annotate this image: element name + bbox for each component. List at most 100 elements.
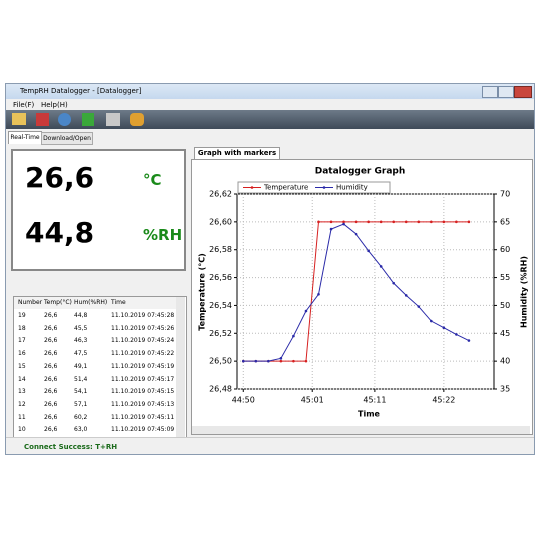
table-row[interactable]: 15 26,6 49,1 11.10.2019 07:45:19 [14, 360, 176, 373]
table-cell: 63,0 [74, 426, 88, 434]
data-point [279, 359, 283, 363]
legend-marker [322, 186, 326, 189]
table-row[interactable]: 17 26,6 46,3 11.10.2019 07:45:24 [14, 335, 176, 348]
table-cell: Temp(°C) [44, 299, 72, 306]
table-cell: 57,1 [74, 400, 88, 408]
data-table: Number Temp(°C) Hum(%RH) Time 19 26,6 44,8 11.1… [13, 296, 187, 438]
table-cell: 11.10.2019 07:45:13 [111, 400, 175, 408]
table-cell: 26,6 [44, 400, 58, 408]
clock-icon[interactable] [58, 113, 71, 126]
table-row[interactable]: 13 26,6 54,1 11.10.2019 07:45:15 [14, 386, 176, 399]
save-icon[interactable] [36, 113, 49, 126]
table-cell: 11 [18, 413, 26, 421]
y-axis-label: Temperature (°C) [198, 253, 207, 331]
table-cell: 11.10.2019 07:45:28 [111, 312, 175, 319]
x-tick-label: 44:50 [232, 396, 255, 405]
data-point [430, 319, 433, 323]
data-point [455, 333, 458, 336]
legend-label: Humidity [336, 184, 368, 192]
data-point [455, 220, 458, 224]
graph-tab[interactable]: Graph with markers [194, 147, 280, 160]
data-point [342, 220, 345, 224]
table-cell: 26,6 [44, 337, 58, 345]
data-point [354, 220, 358, 224]
status-text: Connect Success: T+RH [24, 443, 118, 451]
data-point [367, 220, 370, 224]
y2-tick-label: 45 [500, 329, 510, 338]
table-cell: 51,4 [74, 375, 88, 383]
y2-tick-label: 55 [500, 273, 510, 282]
table-cell: 46,3 [74, 337, 88, 345]
humidity-unit: %RH [143, 226, 183, 244]
tab-real-time[interactable]: Real-Time [8, 131, 42, 144]
table-row[interactable]: 14 26,6 51,4 11.10.2019 07:45:17 [14, 373, 176, 386]
table-row[interactable]: 16 26,6 47,5 11.10.2019 07:45:22 [14, 348, 176, 361]
data-point [430, 220, 433, 224]
table-cell: 11.10.2019 07:45:26 [111, 324, 175, 332]
data-point [392, 281, 396, 285]
data-point [279, 357, 283, 360]
data-point [392, 220, 396, 224]
title-bar: TempRH Datalogger - [Datalogger] [6, 84, 534, 99]
download-icon[interactable] [82, 113, 94, 126]
data-point [354, 232, 358, 236]
table-cell: 44,8 [74, 312, 88, 319]
table-cell: 11.10.2019 07:45:19 [111, 362, 175, 370]
open-icon[interactable] [12, 113, 26, 125]
table-row[interactable]: 10 26,6 63,0 11.10.2019 07:45:09 [14, 424, 176, 437]
table-cell: 12 [18, 400, 26, 408]
y-tick-label: 26,54 [209, 301, 232, 310]
table-row[interactable]: 18 26,6 45,5 11.10.2019 07:45:26 [14, 322, 176, 335]
table-cell: 49,1 [74, 362, 88, 370]
data-point [417, 220, 421, 224]
h-scrollbar[interactable] [192, 426, 530, 434]
y-tick-label: 26,58 [209, 245, 232, 254]
table-cell: 11.10.2019 07:45:24 [111, 337, 175, 345]
table-cell: 19 [18, 312, 26, 319]
data-point [379, 220, 383, 224]
table-cell: 10 [18, 426, 26, 434]
y-tick-label: 26,48 [209, 385, 232, 394]
data-point [467, 339, 471, 342]
table-row[interactable]: 19 26,6 44,8 11.10.2019 07:45:28 [14, 310, 176, 322]
settings-icon[interactable] [106, 113, 120, 126]
data-point [304, 309, 308, 313]
close-button[interactable] [514, 86, 532, 98]
data-point [442, 326, 446, 330]
minimize-button[interactable] [482, 86, 498, 98]
data-point [329, 220, 333, 224]
data-point [417, 305, 421, 308]
table-cell: 17 [18, 337, 26, 345]
data-point [317, 292, 320, 296]
data-point [442, 220, 446, 224]
table-cell: 16 [18, 350, 26, 358]
database-icon[interactable] [130, 113, 144, 126]
table-cell: 15 [18, 362, 26, 370]
chart-title: Datalogger Graph [315, 167, 406, 177]
tab-download[interactable]: Download/Open [41, 132, 93, 145]
y2-tick-label: 70 [500, 190, 510, 199]
data-point [267, 359, 270, 363]
x-tick-label: 45:11 [363, 396, 386, 405]
menu-help[interactable]: Help(H) [41, 101, 68, 109]
readings-panel: 26,6 °C 44,8 %RH [11, 149, 186, 271]
table-row[interactable]: 12 26,6 57,1 11.10.2019 07:45:13 [14, 398, 176, 411]
window-title: TempRH Datalogger - [Datalogger] [20, 87, 142, 95]
data-point [404, 294, 408, 297]
table-scrollbar[interactable] [176, 297, 185, 437]
table-cell: 26,6 [44, 375, 58, 383]
table-cell: 26,6 [44, 426, 58, 434]
menu-file[interactable]: File(F) [13, 101, 35, 109]
legend-box [237, 181, 391, 194]
data-point [317, 220, 320, 224]
table-cell: 26,6 [44, 324, 58, 332]
data-point [292, 334, 295, 338]
table-cell: 45,5 [74, 324, 88, 332]
table-cell: Number [18, 299, 43, 306]
table-row[interactable]: 11 26,6 60,2 11.10.2019 07:45:11 [14, 411, 176, 424]
table-cell: 11.10.2019 07:45:15 [111, 388, 175, 396]
maximize-button[interactable] [498, 86, 514, 98]
table-cell: Time [111, 299, 126, 306]
table-header[interactable]: Number Temp(°C) Hum(%RH) Time [14, 297, 176, 309]
